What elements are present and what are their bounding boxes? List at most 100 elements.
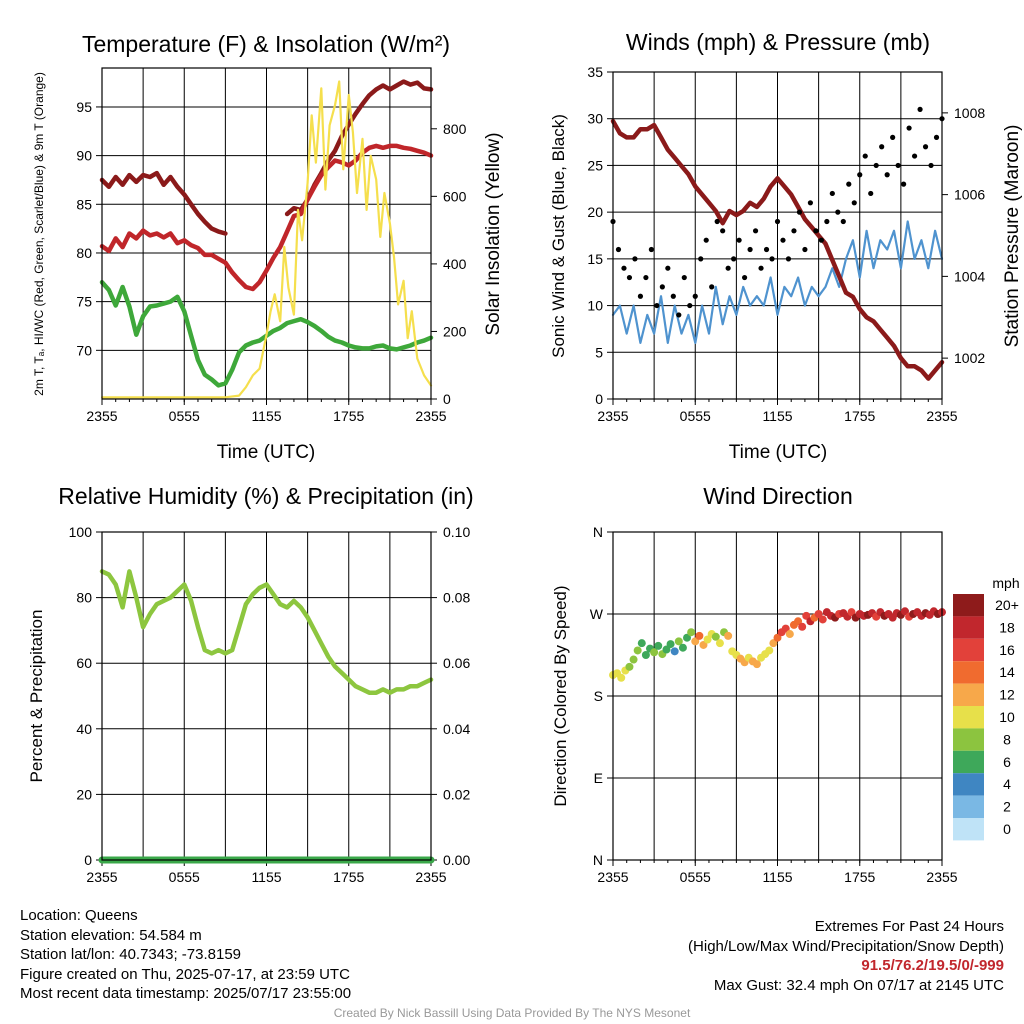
y-tick-label: 75	[76, 294, 92, 310]
y-tick-label: 5	[595, 344, 603, 360]
direction-point	[670, 647, 679, 656]
y-axis-label: Direction (Colored By Speed)	[551, 585, 570, 806]
gust-point	[703, 237, 709, 243]
colorbar-label: 20+	[995, 597, 1019, 613]
gust-point	[917, 106, 923, 112]
credit-line: Created By Nick Bassill Using Data Provi…	[333, 1006, 691, 1020]
gust-point	[637, 293, 644, 299]
y-tick-label: 20	[76, 786, 92, 802]
direction-point	[785, 630, 794, 639]
y-tick-label: 25	[587, 157, 603, 173]
y-tick-label: 15	[587, 251, 603, 267]
gust-point	[835, 209, 841, 215]
direction-point	[625, 662, 634, 671]
y-axis-label: Sonic Wind & Gust (Blue, Black)	[549, 114, 568, 358]
direction-point	[674, 637, 683, 646]
gust-point	[720, 228, 726, 234]
panel-2: 2355 0555 1155 1755 235505101520253035100210…	[549, 29, 1023, 463]
y2-tick-label: 1004	[954, 268, 985, 284]
colorbar-swatch	[953, 773, 984, 796]
x-axis-label: Time (UTC)	[729, 442, 828, 463]
colorbar-swatch	[953, 683, 984, 706]
y2-tick-label: 1006	[954, 187, 985, 203]
direction-point	[637, 639, 646, 648]
direction-point	[683, 633, 692, 642]
gust-point	[731, 256, 737, 262]
extremes-legend: (High/Low/Max Wind/Precipitation/Snow De…	[688, 937, 1004, 955]
gust-point	[873, 162, 879, 169]
gust-point	[922, 144, 929, 150]
y-tick-label: 60	[76, 655, 92, 671]
gust-point	[709, 284, 715, 290]
gust-point	[868, 190, 874, 197]
gust-point	[681, 274, 687, 281]
direction-point	[794, 617, 803, 626]
gust-point	[791, 228, 797, 234]
direction-point	[617, 673, 626, 682]
colorbar-label: 12	[999, 687, 1015, 703]
direction-point	[687, 628, 696, 637]
gust-point	[665, 265, 671, 271]
y-tick-label: W	[590, 606, 604, 622]
panel-title: Relative Humidity (%) & Precipitation (i…	[58, 483, 473, 509]
colorbar-swatch	[953, 638, 984, 662]
x-tick-label: 0555	[680, 408, 711, 424]
colorbar-label: 8	[1003, 731, 1011, 747]
y2-tick-label: 600	[443, 188, 467, 204]
y-tick-label: 70	[76, 342, 92, 358]
y2-tick-label: 1002	[954, 350, 985, 366]
direction-point	[650, 648, 659, 657]
gust-point	[785, 256, 792, 262]
direction-point	[769, 639, 778, 648]
gust-point	[851, 200, 857, 206]
gust-point	[829, 190, 835, 197]
direction-point	[711, 632, 720, 641]
x-tick-label: 1755	[844, 408, 875, 424]
gust-point	[802, 246, 808, 253]
series-line-3	[99, 143, 434, 292]
plot-frame	[612, 531, 943, 861]
plot-frame	[101, 531, 432, 861]
y2-tick-label: 0.10	[443, 524, 470, 540]
panel-3: 2355 0555 1155 1755 23550204060801000.000.02…	[27, 483, 474, 885]
direction-point	[802, 611, 811, 620]
colorbar-label: 6	[1003, 754, 1011, 770]
x-tick-label: 1155	[251, 869, 281, 885]
gust-point	[890, 134, 896, 140]
colorbar-swatch	[953, 728, 984, 751]
direction-point	[703, 635, 712, 644]
elevation-line: Station elevation: 54.584 m	[20, 926, 202, 944]
y2-tick-label: 0.06	[443, 655, 470, 671]
y-tick-label: S	[594, 688, 603, 704]
colorbar-label: 10	[999, 709, 1015, 725]
plot-frame	[612, 71, 943, 400]
colorbar-label: 4	[1003, 776, 1011, 792]
direction-point	[773, 633, 782, 642]
y-tick-label: E	[594, 770, 603, 786]
y-tick-label: 85	[76, 196, 92, 212]
panel-1: 2355 0555 1155 1755 2355 70 75 80 85 90 95 0 200 400 6…	[32, 31, 504, 463]
gust-point	[747, 246, 753, 253]
direction-point	[695, 631, 704, 640]
gust-point	[774, 218, 781, 225]
y-tick-label: 100	[69, 524, 93, 540]
y-tick-label: 10	[587, 298, 603, 314]
direction-point	[691, 637, 700, 646]
x-tick-label: 1755	[844, 869, 875, 885]
y-tick-label: 0	[84, 852, 92, 868]
panel-title: Wind Direction	[703, 483, 853, 509]
gust-point	[654, 302, 660, 309]
gust-point	[862, 153, 868, 159]
gust-point	[676, 312, 682, 318]
station-info: Location: Queens Station elevation: 54.5…	[20, 906, 351, 1004]
gust-point	[928, 162, 934, 169]
gust-point	[714, 218, 720, 225]
direction-point	[715, 639, 724, 648]
gust-point	[846, 181, 852, 187]
gust-point	[818, 237, 824, 243]
y-tick-label: 0	[595, 391, 603, 407]
x-axis-label: Time (UTC)	[217, 442, 316, 463]
y-tick-label: 20	[587, 204, 603, 220]
gust-point	[752, 228, 759, 234]
created-line: Figure created on Thu, 2025-07-17, at 23…	[20, 965, 350, 983]
